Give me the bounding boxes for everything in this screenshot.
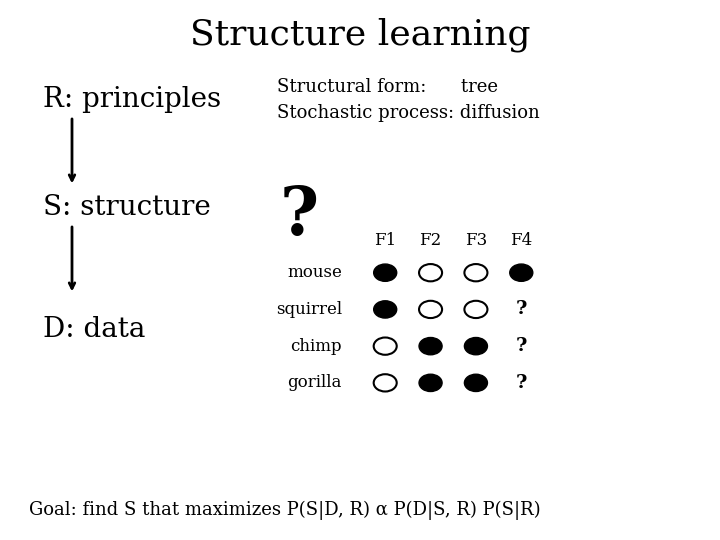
Circle shape bbox=[464, 374, 487, 392]
Text: F1: F1 bbox=[374, 232, 396, 249]
Text: D: data: D: data bbox=[43, 316, 145, 343]
Text: R: principles: R: principles bbox=[43, 86, 221, 113]
Text: F3: F3 bbox=[465, 232, 487, 249]
Text: S: structure: S: structure bbox=[43, 194, 211, 221]
Text: ?: ? bbox=[516, 374, 527, 392]
Circle shape bbox=[419, 374, 442, 392]
Text: squirrel: squirrel bbox=[276, 301, 342, 318]
Text: Structural form:      tree
Stochastic process: diffusion: Structural form: tree Stochastic process… bbox=[277, 78, 540, 122]
Circle shape bbox=[510, 264, 533, 281]
Text: F2: F2 bbox=[420, 232, 441, 249]
Text: mouse: mouse bbox=[287, 264, 342, 281]
Text: ?: ? bbox=[516, 337, 527, 355]
Circle shape bbox=[374, 301, 397, 318]
Text: ?: ? bbox=[279, 184, 318, 248]
Text: Structure learning: Structure learning bbox=[190, 18, 530, 52]
Text: Goal: find S that maximizes P(S|D, R) α P(D|S, R) P(S|R): Goal: find S that maximizes P(S|D, R) α … bbox=[29, 501, 541, 520]
Text: chimp: chimp bbox=[290, 338, 342, 355]
Text: F4: F4 bbox=[510, 232, 532, 249]
Circle shape bbox=[464, 338, 487, 355]
Circle shape bbox=[419, 338, 442, 355]
Text: gorilla: gorilla bbox=[287, 374, 342, 392]
Text: ?: ? bbox=[516, 300, 527, 319]
Circle shape bbox=[374, 264, 397, 281]
